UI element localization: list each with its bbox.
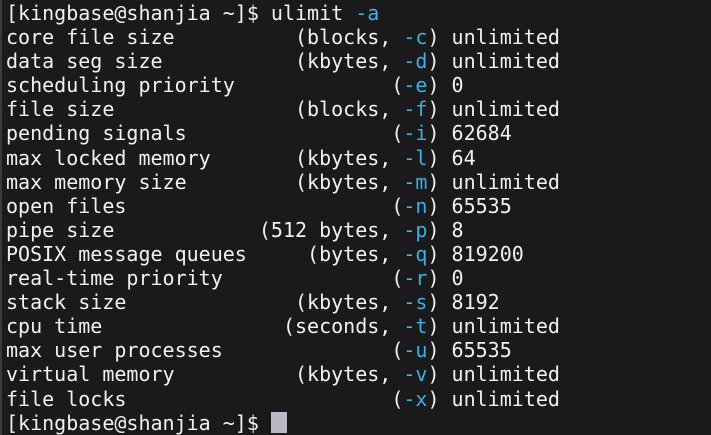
limit-value: ) 0: [427, 266, 464, 291]
limit-flag: -n: [403, 193, 428, 218]
terminal-line: max user processes (-u) 65535: [6, 338, 711, 362]
command-text: ulimit: [270, 1, 356, 25]
limit-label-and-unit: stack size (kbytes,: [6, 290, 404, 315]
limit-label-and-unit: open files (: [6, 193, 404, 218]
terminal-line: pipe size (512 bytes, -p) 8: [6, 218, 711, 242]
limit-label-and-unit: pending signals (: [6, 121, 404, 146]
limit-value: ) unlimited: [427, 25, 560, 50]
limit-value: ) unlimited: [427, 362, 560, 387]
terminal-line: max locked memory (kbytes, -l) 64: [6, 146, 711, 170]
command-flag: -a: [355, 1, 380, 25]
limit-value: ) 8192: [427, 290, 500, 315]
limit-value: ) unlimited: [427, 314, 560, 339]
limit-value: ) 65535: [427, 338, 512, 363]
terminal-line: core file size (blocks, -c) unlimited: [6, 25, 711, 49]
limit-label-and-unit: file size (blocks,: [6, 97, 404, 122]
limit-flag: -u: [403, 338, 428, 363]
terminal-line: real-time priority (-r) 0: [6, 266, 711, 290]
terminal-line: stack size (kbytes, -s) 8192: [6, 290, 711, 314]
terminal-line: data seg size (kbytes, -d) unlimited: [6, 49, 711, 73]
terminal-line: max memory size (kbytes, -m) unlimited: [6, 170, 711, 194]
terminal-line: POSIX message queues (bytes, -q) 819200: [6, 242, 711, 266]
limit-value: ) 64: [427, 145, 476, 170]
limit-flag: -m: [403, 169, 428, 194]
limit-label-and-unit: POSIX message queues (bytes,: [6, 241, 404, 266]
limit-flag: -r: [403, 266, 428, 291]
terminal-line: open files (-n) 65535: [6, 194, 711, 218]
output-lines: core file size (blocks, -c) unlimited da…: [6, 25, 711, 411]
limit-value: ) unlimited: [427, 49, 560, 74]
limit-flag: -x: [403, 386, 428, 411]
limit-flag: -s: [403, 290, 428, 315]
limit-value: ) unlimited: [427, 169, 560, 194]
limit-label-and-unit: cpu time (seconds,: [6, 314, 404, 339]
limit-label-and-unit: max memory size (kbytes,: [6, 169, 404, 194]
limit-flag: -i: [403, 121, 428, 146]
limit-label-and-unit: core file size (blocks,: [6, 25, 404, 50]
terminal-line: file locks (-x) unlimited: [6, 387, 711, 411]
limit-value: ) 819200: [427, 241, 524, 266]
terminal-line: pending signals (-i) 62684: [6, 121, 711, 145]
final-prompt-line: [kingbase@shanjia ~]$: [6, 411, 711, 435]
text-cursor[interactable]: [270, 411, 287, 433]
limit-label-and-unit: data seg size (kbytes,: [6, 49, 404, 74]
terminal-line: virtual memory (kbytes, -v) unlimited: [6, 362, 711, 386]
shell-prompt: [kingbase@shanjia ~]$: [6, 1, 271, 25]
terminal-line: file size (blocks, -f) unlimited: [6, 97, 711, 121]
limit-value: ) 62684: [427, 121, 512, 146]
limit-label-and-unit: max locked memory (kbytes,: [6, 145, 404, 170]
limit-flag: -l: [403, 145, 428, 170]
limit-value: ) 0: [427, 73, 464, 98]
limit-flag: -t: [403, 314, 428, 339]
limit-value: ) unlimited: [427, 386, 560, 411]
command-prompt-line: [kingbase@shanjia ~]$ ulimit -a: [6, 1, 711, 25]
limit-value: ) 8: [427, 217, 464, 242]
limit-flag: -v: [403, 362, 428, 387]
limit-flag: -q: [403, 241, 428, 266]
limit-label-and-unit: virtual memory (kbytes,: [6, 362, 404, 387]
limit-flag: -e: [403, 73, 428, 98]
limit-flag: -p: [403, 217, 428, 242]
limit-label-and-unit: pipe size (512 bytes,: [6, 217, 404, 242]
terminal-line: cpu time (seconds, -t) unlimited: [6, 314, 711, 338]
limit-label-and-unit: file locks (: [6, 386, 404, 411]
limit-flag: -d: [403, 49, 428, 74]
limit-label-and-unit: real-time priority (: [6, 266, 404, 291]
limit-value: ) unlimited: [427, 97, 560, 122]
limit-label-and-unit: scheduling priority (: [6, 73, 404, 98]
limit-flag: -f: [403, 97, 428, 122]
limit-flag: -c: [403, 25, 428, 50]
limit-label-and-unit: max user processes (: [6, 338, 404, 363]
terminal-line: scheduling priority (-e) 0: [6, 73, 711, 97]
limit-value: ) 65535: [427, 193, 512, 218]
shell-prompt: [kingbase@shanjia ~]$: [6, 410, 271, 435]
